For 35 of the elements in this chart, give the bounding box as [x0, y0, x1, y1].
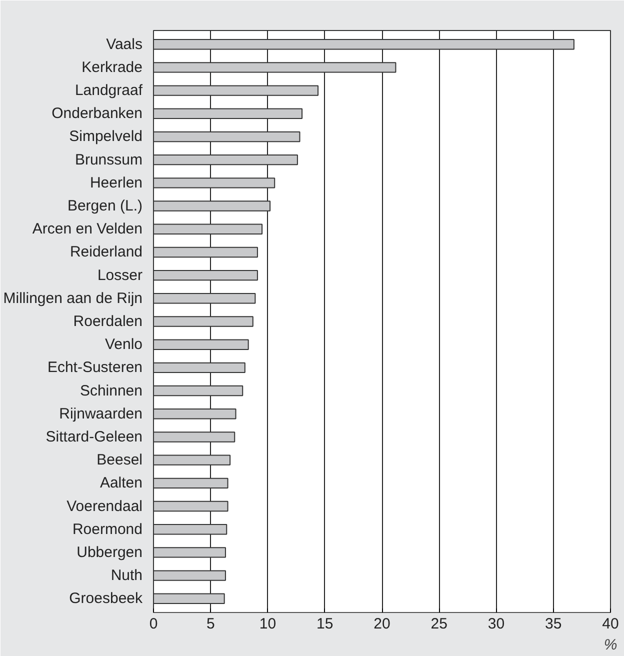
- y-tick-label: Brunssum: [74, 151, 143, 168]
- y-tick-label: Voerendaal: [66, 498, 143, 515]
- y-tick-label: Kerkrade: [82, 58, 143, 76]
- x-tick-label: 0: [149, 616, 158, 632]
- y-tick-label: Vaals: [106, 36, 143, 53]
- x-tick-label: 25: [430, 616, 448, 632]
- y-tick-label: Millingen aan de Rijn: [3, 290, 142, 307]
- y-tick-label: Reiderland: [70, 244, 142, 261]
- y-tick-label: Losser: [97, 266, 143, 284]
- y-tick-label: Arcen en Velden: [32, 220, 143, 238]
- y-tick-label: Sittard-Geleen: [46, 428, 142, 446]
- x-tick-label: 5: [206, 616, 215, 632]
- y-tick-label: Rijnwaarden: [59, 405, 143, 422]
- y-tick-label: Roerdalen: [73, 313, 143, 330]
- x-tick-label: 20: [374, 616, 390, 632]
- y-tick-label: Venlo: [104, 336, 143, 354]
- x-tick-label: 10: [259, 616, 276, 632]
- y-tick-label: Nuth: [110, 567, 143, 584]
- x-tick-label: 40: [602, 616, 619, 632]
- x-axis-title: %: [604, 636, 618, 654]
- y-tick-label: Beesel: [96, 452, 143, 469]
- y-tick-label: Bergen (L.): [67, 198, 143, 215]
- y-tick-label: Groesbeek: [69, 590, 143, 608]
- y-tick-label: Simpelveld: [69, 128, 143, 146]
- y-tick-label: Landgraaf: [74, 82, 144, 100]
- x-tick-label: 15: [316, 616, 334, 632]
- y-tick-label: Onderbanken: [52, 105, 143, 122]
- x-tick-label: 30: [488, 616, 505, 632]
- y-tick-label: Heerlen: [90, 174, 142, 192]
- y-tick-label: Roermond: [72, 520, 143, 538]
- x-tick-label: 35: [545, 616, 562, 632]
- y-tick-label: Aalten: [100, 474, 143, 492]
- y-tick-label: Schinnen: [80, 382, 143, 400]
- y-tick-label: Echt-Susteren: [47, 359, 142, 376]
- y-tick-label: Ubbergen: [76, 544, 143, 561]
